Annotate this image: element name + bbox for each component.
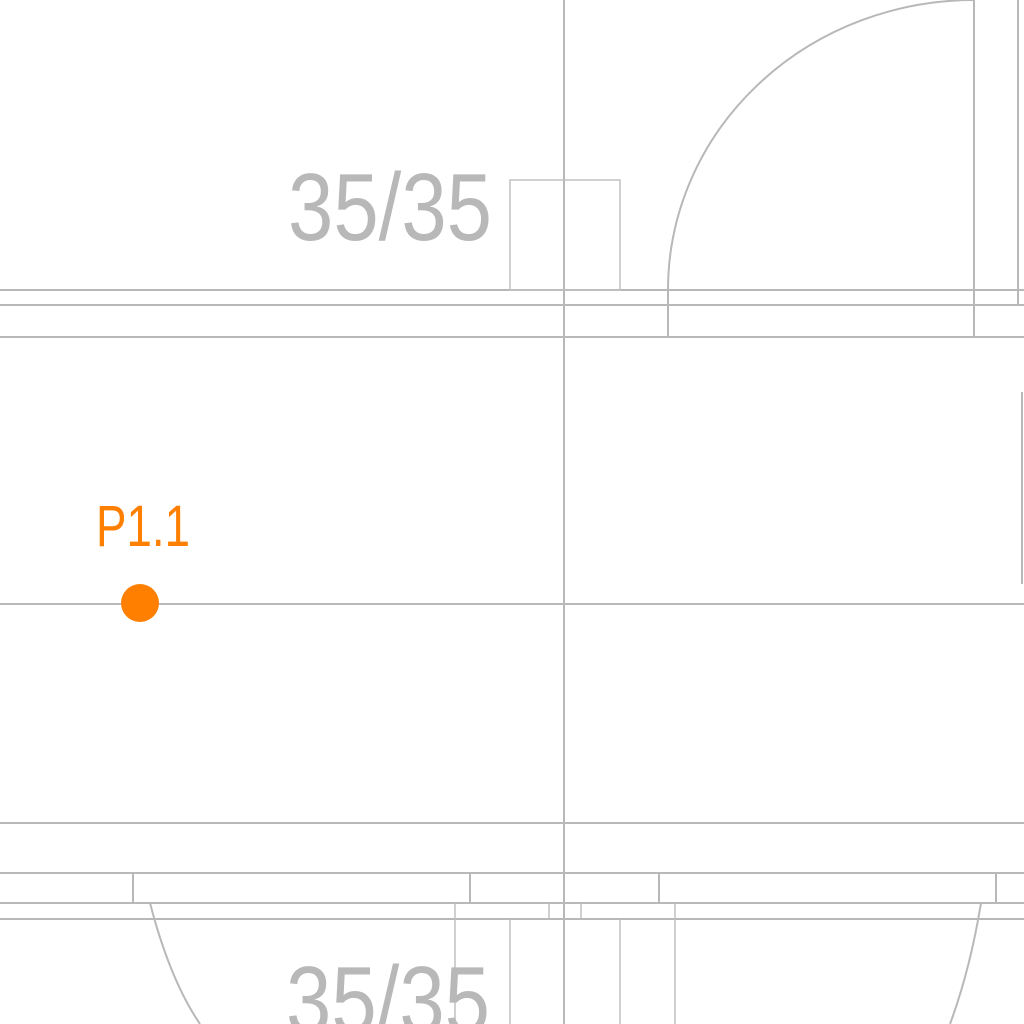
door-swing-top [667,0,1019,337]
column-bottom [454,903,676,1024]
door-swing-bottom-left [149,902,201,1024]
survey-point-marker[interactable] [121,584,159,622]
column-label-top: 35/35 [288,154,492,261]
survey-point-label: P1.1 [96,494,190,559]
upper-wall [0,289,1024,338]
door-swing-bottom-right [949,902,982,1024]
lower-wall [0,822,1024,920]
column-label-bottom: 35/35 [286,947,490,1024]
column-top [509,179,621,291]
